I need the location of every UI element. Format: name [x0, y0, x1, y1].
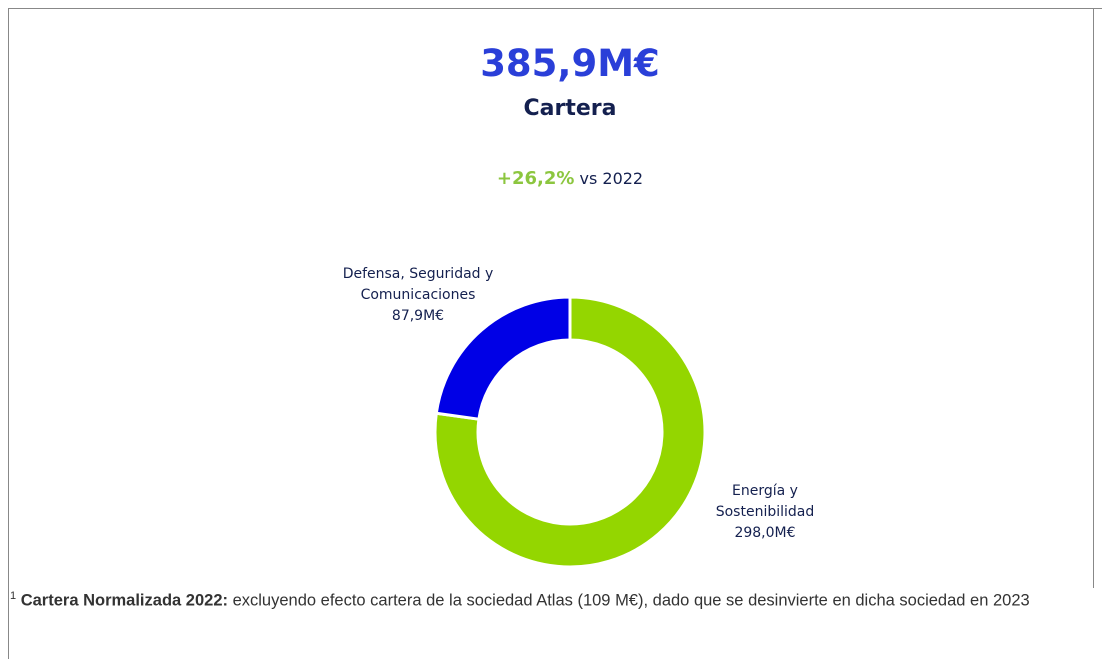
slice-label: Energía y Sostenibilidad: [715, 483, 815, 520]
frame-line: [1093, 8, 1094, 588]
footnote-text: excluyendo efecto cartera de la sociedad…: [232, 591, 1030, 610]
growth-note: vs 2022: [579, 169, 644, 188]
slice-value: 87,9M€: [391, 308, 445, 324]
footnote-marker: 1: [10, 590, 17, 602]
annotation: +26,2% vs 2022: [0, 168, 1102, 189]
chart-subtitle: Cartera: [523, 96, 617, 121]
donut-slice: [433, 295, 707, 569]
chart: [433, 295, 707, 569]
donut-slice: [434, 295, 572, 421]
slice-label: Defensa, Seguridad y Comunicaciones: [342, 266, 494, 303]
footnote: 1 Cartera Normalizada 2022: excluyendo e…: [10, 585, 1100, 612]
frame: [8, 8, 1102, 659]
growth-value: +26,2%: [496, 168, 575, 189]
chart-title: 385,9M€: [480, 42, 660, 85]
slice-value: 298,0M€: [734, 525, 796, 541]
footnote-term: Cartera Normalizada 2022:: [20, 591, 228, 610]
